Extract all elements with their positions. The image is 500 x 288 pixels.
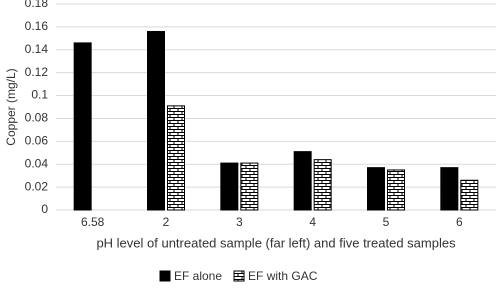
x-tick-label: 6 — [456, 215, 463, 229]
bar — [313, 159, 332, 211]
y-tick-label: 0.08 — [25, 111, 49, 125]
bar — [240, 162, 259, 211]
x-tick-label: 4 — [309, 215, 316, 229]
bar — [440, 167, 459, 211]
y-tick-label: 0.16 — [25, 19, 49, 33]
x-tick-label: 6.58 — [81, 215, 105, 229]
bar — [387, 169, 405, 211]
y-tick-label: 0.06 — [25, 134, 49, 148]
bar — [460, 179, 479, 211]
y-tick-label: 0.12 — [25, 65, 49, 79]
legend-swatch — [159, 270, 171, 282]
x-axis-title: pH level of untreated sample (far left) … — [96, 235, 456, 250]
bar — [167, 105, 185, 211]
x-tick-label: 2 — [163, 215, 170, 229]
bar — [293, 151, 312, 211]
bar — [367, 167, 385, 211]
bar — [73, 42, 92, 211]
x-tick-label: 5 — [383, 215, 390, 229]
y-tick-label: 0.02 — [25, 179, 49, 193]
legend-label: EF alone — [174, 269, 222, 283]
legend-swatch — [233, 270, 245, 282]
y-tick-label: 0.14 — [25, 42, 49, 56]
bar — [147, 30, 165, 211]
y-tick-label: 0.04 — [25, 156, 49, 170]
y-axis-title: Copper (mg/L) — [4, 68, 18, 145]
x-tick-label: 3 — [236, 215, 243, 229]
legend-label: EF with GAC — [248, 269, 318, 283]
y-tick-label: 0 — [41, 202, 48, 216]
y-tick-label: 0.18 — [25, 0, 49, 10]
bar — [220, 162, 239, 211]
y-tick-label: 0.1 — [31, 88, 48, 102]
